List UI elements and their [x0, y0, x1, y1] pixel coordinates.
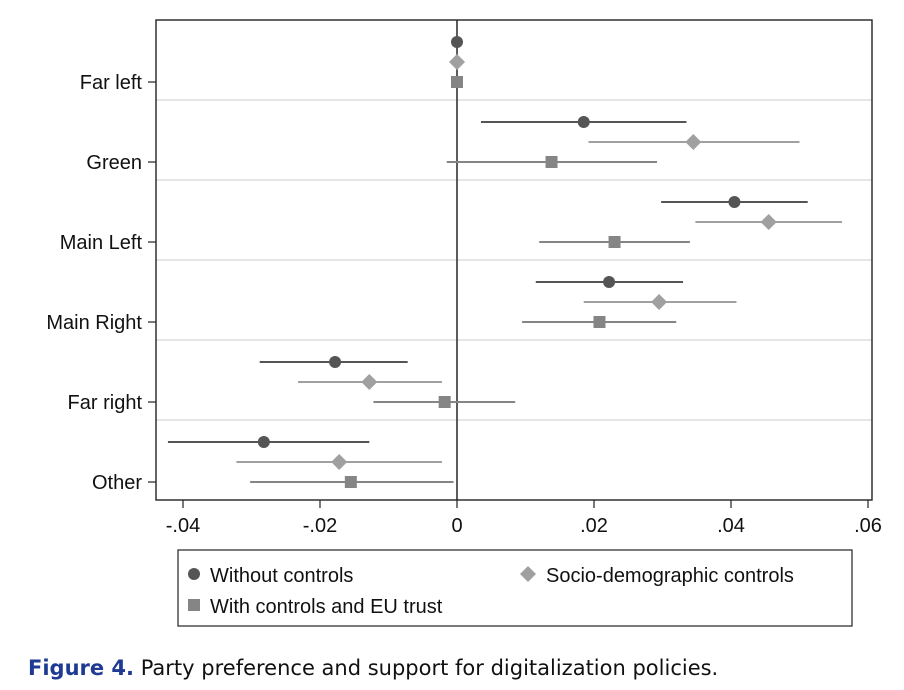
legend-label: With controls and EU trust — [210, 596, 443, 618]
y-tick-label: Main Left — [60, 232, 143, 254]
point-estimate — [608, 236, 621, 248]
legend-marker — [520, 566, 536, 582]
point-estimate — [451, 76, 463, 88]
coefficient-plot: Far left Green Main Left Main Right Far righ… — [46, 19, 882, 627]
point-estimate — [577, 116, 590, 128]
point-estimate — [344, 476, 357, 488]
point-estimate — [603, 276, 616, 288]
point-estimate — [760, 214, 777, 230]
x-tick-label: .06 — [854, 515, 882, 537]
y-tick-label: Other — [92, 472, 142, 494]
legend-box — [177, 549, 853, 627]
legend-marker — [188, 568, 200, 580]
caption-text: Party preference and support for digital… — [134, 656, 719, 680]
y-tick-label: Green — [86, 152, 142, 174]
point-estimate — [449, 54, 465, 70]
point-estimate — [331, 454, 348, 470]
point-estimate — [593, 316, 606, 328]
x-tick-label: .02 — [580, 515, 608, 537]
legend-label: Without controls — [210, 565, 353, 587]
point-estimate — [361, 374, 378, 390]
y-tick-label: Main Right — [46, 312, 142, 334]
point-estimate — [545, 156, 558, 168]
y-tick-label: Far left — [80, 72, 143, 94]
plot-frame — [155, 19, 873, 501]
point-estimate — [685, 134, 702, 150]
figure-label: Figure 4. — [28, 656, 135, 680]
x-tick-label: -.02 — [303, 515, 337, 537]
y-tick-label: Far right — [68, 392, 143, 414]
point-estimate — [329, 356, 342, 368]
figure-caption: Figure 4. Party preference and support f… — [28, 656, 718, 680]
point-estimate — [257, 436, 270, 448]
point-estimate — [451, 36, 463, 48]
legend-marker — [188, 599, 200, 611]
point-estimate — [651, 294, 668, 310]
x-tick-label: -.04 — [166, 515, 200, 537]
x-tick-label: 0 — [451, 515, 462, 537]
point-estimate — [728, 196, 741, 208]
x-tick-label: .04 — [717, 515, 745, 537]
legend-label: Socio-demographic controls — [546, 565, 794, 587]
point-estimate — [438, 396, 451, 408]
